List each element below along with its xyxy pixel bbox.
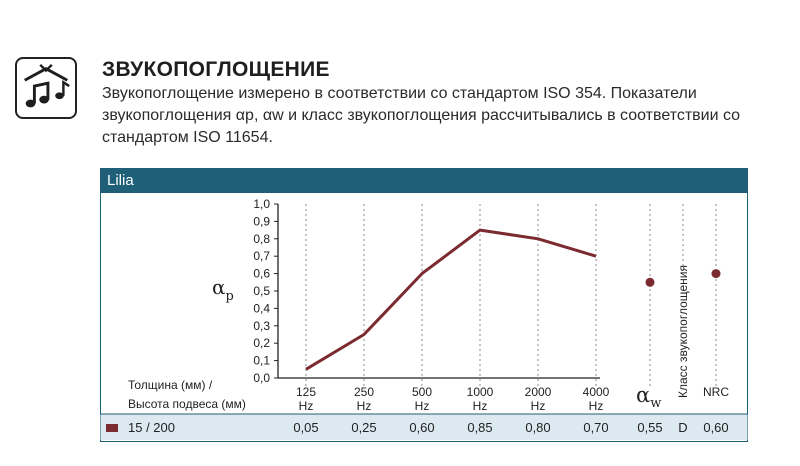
nrc-label: NRC: [703, 385, 729, 399]
x-tick-unit: Hz: [415, 399, 430, 413]
table-cell: 0,85: [467, 420, 492, 435]
table-cell: 0,80: [525, 420, 550, 435]
x-tick-unit: Hz: [299, 399, 314, 413]
y-tick-label: 0,3: [253, 319, 270, 333]
series-line: [305, 228, 597, 371]
y-tick-label: 1,0: [253, 197, 270, 211]
y-tick-label: 0,7: [253, 249, 270, 263]
y-tick-label: 0,1: [253, 354, 270, 368]
product-name: Lilia: [107, 172, 134, 189]
class-label: Класс звукопоглощения: [676, 265, 690, 398]
table-row-label: 15 / 200: [128, 420, 175, 435]
x-tick-unit: Hz: [473, 399, 488, 413]
x-tick-unit: Hz: [531, 399, 546, 413]
x-tick-unit: Hz: [589, 399, 604, 413]
chart-panel: Lilia: [100, 168, 748, 442]
y-tick-label: 0,0: [253, 371, 270, 385]
y-tick-label: 0,8: [253, 232, 270, 246]
page-description: Звукопоглощение измерено в соответствии …: [102, 85, 741, 146]
y-tick-label: 0,5: [253, 284, 270, 298]
y-tick-label: 0,6: [253, 267, 270, 281]
x-tick-label: 2000: [525, 385, 552, 399]
absorption-chart: 0,00,10,20,30,40,50,60,70,80,91,0αp125Hz…: [100, 197, 748, 440]
table-cell: 0,70: [583, 420, 608, 435]
table-cell: D: [678, 420, 687, 435]
x-tick-label: 1000: [467, 385, 494, 399]
table-cell: 0,25: [351, 420, 376, 435]
table-header-line2: Высота подвеса (мм): [128, 397, 246, 411]
table-cell: 0,05: [293, 420, 318, 435]
panel-header: Lilia: [101, 169, 747, 193]
x-tick-label: 4000: [583, 385, 610, 399]
y-axis-label: αp: [212, 275, 234, 304]
table-cell: 0,60: [409, 420, 434, 435]
music-notes-icon: [24, 63, 70, 108]
series-swatch: [106, 424, 118, 432]
y-tick-label: 0,9: [253, 214, 270, 228]
sound-absorption-icon: [15, 57, 77, 119]
y-tick-label: 0,2: [253, 336, 270, 350]
x-tick-label: 250: [354, 385, 374, 399]
nrc-point: [711, 269, 721, 279]
y-tick-label: 0,4: [253, 301, 270, 315]
table-header-line1: Толщина (мм) /: [128, 378, 213, 392]
x-tick-label: 125: [296, 385, 316, 399]
aw-point: [645, 277, 655, 287]
table-row-bg: [100, 414, 748, 440]
aw-label: αw: [636, 383, 661, 411]
page-title: ЗВУКОПОГЛОЩЕНИЕ: [102, 58, 330, 81]
table-cell: 0,55: [637, 420, 662, 435]
x-tick-unit: Hz: [357, 399, 372, 413]
x-tick-label: 500: [412, 385, 432, 399]
table-cell: 0,60: [703, 420, 728, 435]
